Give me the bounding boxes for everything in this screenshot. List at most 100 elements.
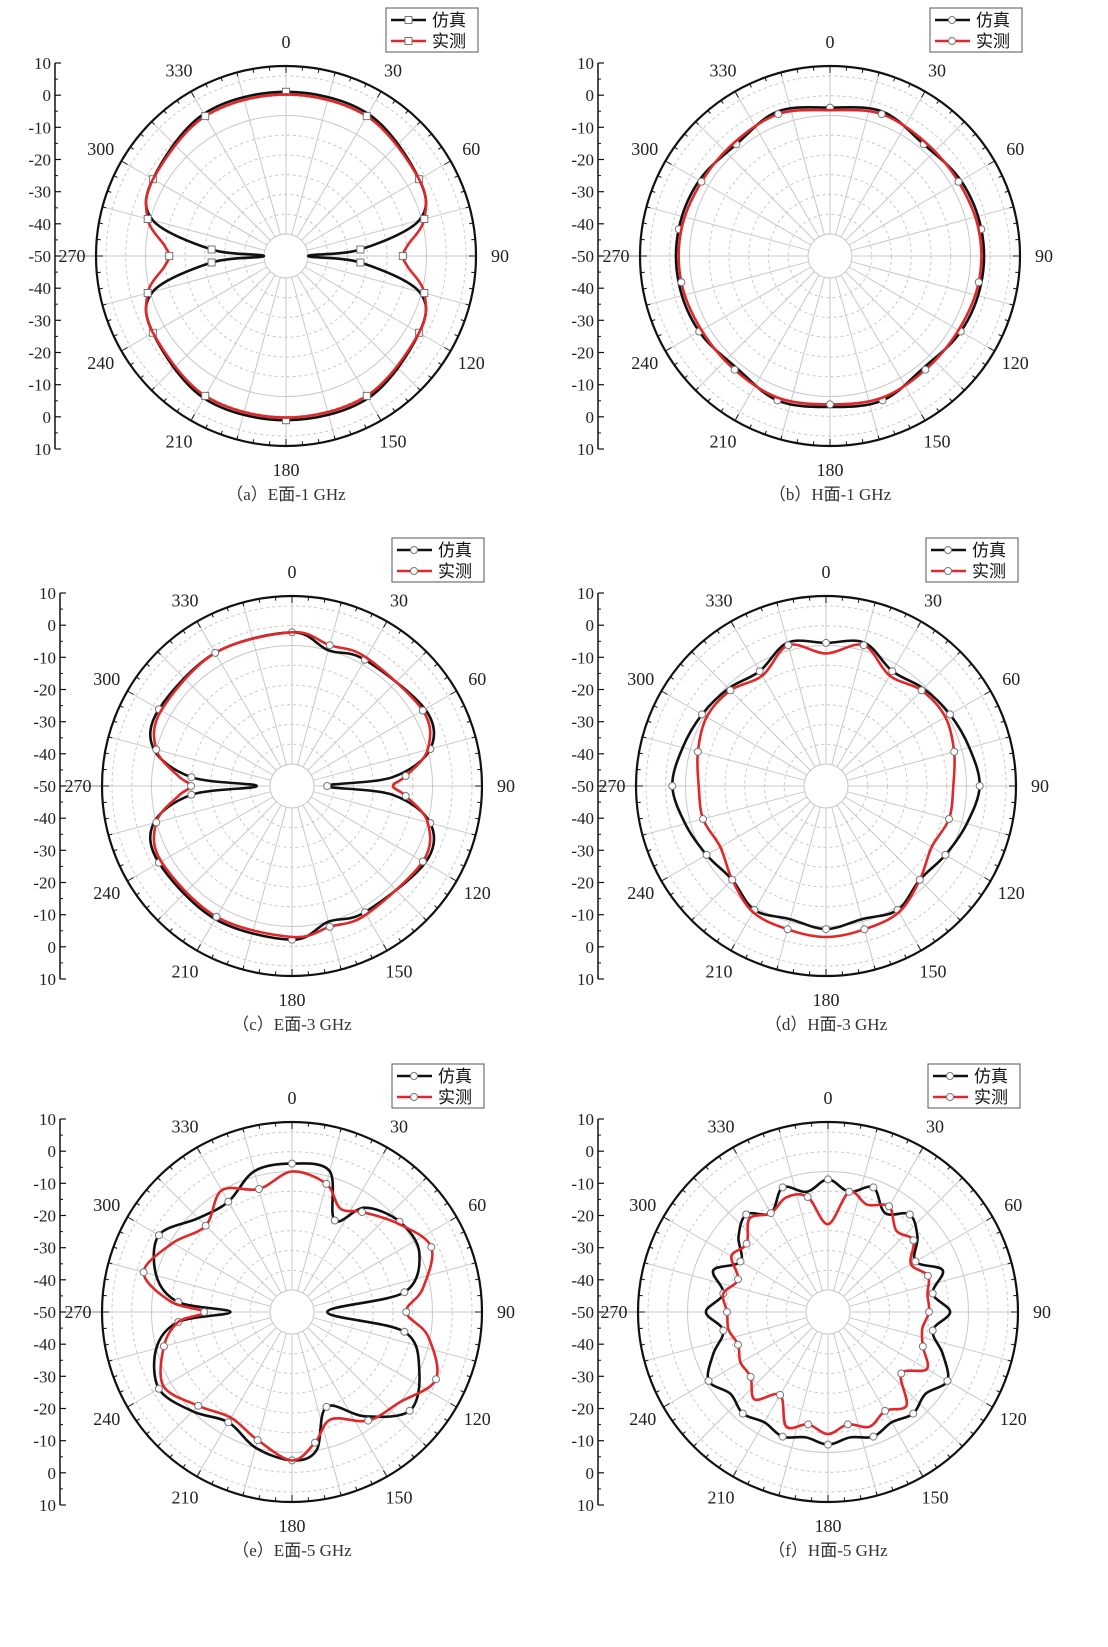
outer-tick [1013, 222, 1018, 225]
outer-tick [873, 602, 876, 607]
outer-tick [107, 319, 112, 322]
grid-spoke [663, 1322, 810, 1408]
data-point [730, 365, 739, 374]
data-point [921, 365, 930, 374]
outer-tick [355, 1486, 358, 1491]
outer-tick [959, 1443, 963, 1447]
angle-label-300: 300 [87, 139, 114, 159]
data-point [734, 1340, 742, 1349]
outer-tick [113, 1375, 118, 1378]
radial-tick-label: 10 [39, 970, 56, 989]
angle-label-270: 270 [65, 776, 92, 796]
grid-spoke [310, 796, 457, 882]
outer-tick [760, 607, 763, 612]
radial-tick-label: -40 [28, 279, 51, 298]
grid-spoke [157, 651, 277, 771]
outer-tick [392, 408, 396, 412]
outer-tick [1002, 1246, 1007, 1249]
outer-tick [136, 1418, 140, 1422]
outer-tick [475, 817, 480, 820]
outer-tick [957, 651, 961, 655]
outer-tick [893, 430, 896, 435]
legend-marker [410, 1072, 418, 1080]
outer-tick [113, 1246, 118, 1249]
data-point [212, 912, 221, 921]
outer-tick [104, 1343, 109, 1346]
outer-tick [411, 1454, 415, 1458]
grid-spoke [310, 1322, 457, 1408]
outer-tick [996, 1390, 1001, 1393]
outer-tick [258, 1124, 261, 1129]
outer-ticks [640, 66, 1020, 446]
grid-spoke [844, 690, 991, 776]
outer-tick [220, 430, 223, 435]
grid-spoke [844, 796, 991, 882]
panel-caption: （b）H面-1 GHz [769, 485, 892, 504]
data-point [845, 1187, 854, 1196]
outer-tick [98, 222, 103, 225]
outer-tick [1000, 720, 1005, 723]
data-point [755, 667, 764, 676]
outer-tick [691, 651, 695, 655]
outer-tick [383, 1470, 388, 1477]
grid-spoke [833, 1333, 878, 1496]
angle-label-300: 300 [631, 139, 658, 159]
outer-tick [651, 319, 656, 322]
grid-spoke [196, 1330, 282, 1477]
outer-tick [682, 1431, 686, 1435]
outer-tick [646, 303, 651, 306]
outer-tick [190, 414, 195, 421]
panel-caption: （e）E面-5 GHz [232, 1541, 352, 1560]
data-point [398, 252, 407, 260]
outer-tick [182, 1156, 186, 1160]
outer-tick [398, 938, 402, 942]
radial-axis: 10 0 -10 -20 -30 -40 -50 -40 -30 -20 -10 0 10 [33, 584, 66, 989]
angle-label-180: 180 [279, 1516, 306, 1536]
data-point [974, 278, 983, 287]
radial-tick-label: -40 [571, 1335, 594, 1354]
grid-spoke [127, 796, 274, 882]
data-point [698, 710, 706, 719]
data-point [945, 815, 953, 823]
outer-tick [333, 435, 336, 440]
data-point [152, 818, 161, 827]
grid-spoke [121, 160, 268, 246]
grid-spoke [242, 807, 287, 970]
outer-tick [665, 347, 672, 352]
outer-tick [640, 1343, 645, 1346]
outer-tick [317, 439, 320, 444]
outer-tick [127, 877, 134, 882]
angle-label-0: 0 [824, 1088, 833, 1108]
data-point [323, 782, 332, 790]
grid-spokes [96, 66, 476, 446]
angle-label-60: 60 [1002, 669, 1020, 689]
outer-tick [921, 91, 926, 98]
outer-tick [730, 621, 735, 628]
data-point [311, 1438, 319, 1447]
outer-tick [176, 408, 180, 412]
angle-label-90: 90 [491, 246, 509, 266]
outer-tick [444, 676, 448, 680]
data-point [401, 792, 410, 800]
outer-tick [182, 1464, 186, 1468]
data-point [201, 391, 210, 400]
outer-ticks [102, 596, 482, 976]
data-point [139, 1268, 148, 1277]
data-point [941, 850, 950, 859]
outer-tick [917, 621, 922, 628]
radial-tick-label: 10 [34, 440, 51, 459]
angle-label-60: 60 [1004, 1195, 1022, 1215]
grid-spoke [108, 791, 271, 836]
radial-tick-label: 0 [48, 1142, 57, 1161]
data-point [905, 1210, 914, 1219]
data-point [194, 1401, 203, 1410]
grid-spoke [307, 206, 470, 251]
outer-tick [680, 905, 684, 909]
outer-ticks [636, 596, 1016, 976]
outer-tick [466, 720, 471, 723]
legend-label-0: 仿真 [974, 1067, 1008, 1086]
series-line-simulated [148, 630, 436, 942]
outer-tick [961, 387, 965, 391]
outer-tick [642, 287, 647, 290]
